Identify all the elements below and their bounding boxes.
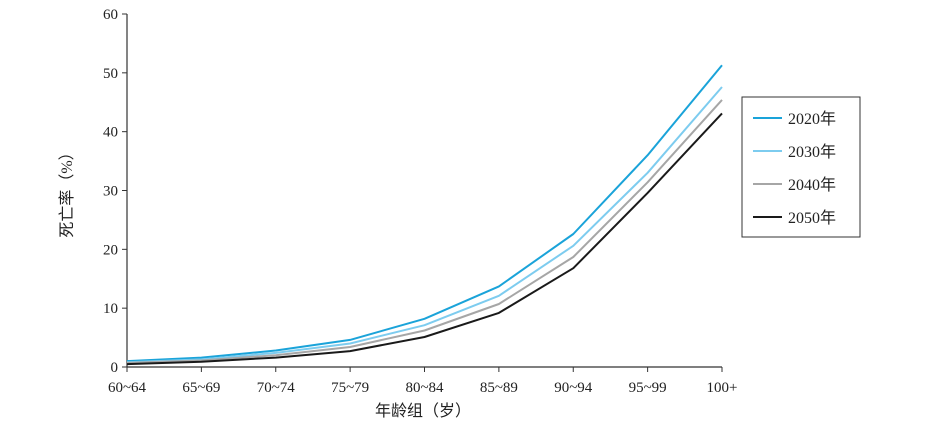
x-tick-label: 65~69 <box>182 380 220 396</box>
x-tick-label: 60~64 <box>108 380 147 396</box>
x-tick-label: 85~89 <box>480 380 518 396</box>
x-tick-label: 90~94 <box>554 380 593 396</box>
y-tick-label: 30 <box>103 184 118 200</box>
series-layer <box>126 64 723 366</box>
y-tick-label: 40 <box>103 125 118 141</box>
series-line-2030年 <box>126 86 723 364</box>
y-axis-label: 死亡率（%） <box>58 144 76 237</box>
series-line-2020年 <box>126 64 723 363</box>
legend-label: 2050年 <box>788 209 836 227</box>
x-tick-label: 95~99 <box>629 380 667 396</box>
y-tick-label: 50 <box>103 66 118 82</box>
legend: 2020年 2030年 2040年 2050年 <box>741 96 861 238</box>
x-tick-label: 70~74 <box>257 380 296 396</box>
axes: 0 10 20 30 40 50 60 60~64 65~69 70~74 75~79 80~84 85… <box>103 7 737 396</box>
legend-label: 2030年 <box>788 143 836 161</box>
x-tick-label: 80~84 <box>405 380 444 396</box>
legend-label: 2040年 <box>788 176 836 194</box>
y-tick-label: 60 <box>103 7 118 23</box>
legend-label: 2020年 <box>788 110 836 128</box>
y-tick-label: 20 <box>103 242 118 258</box>
y-tick-label: 0 <box>111 360 119 376</box>
series-line-2050年 <box>126 112 723 366</box>
x-tick-label: 75~79 <box>331 380 369 396</box>
y-tick-label: 10 <box>103 301 118 317</box>
series-line-2040年 <box>126 99 723 364</box>
x-axis-label: 年龄组（岁） <box>375 402 471 420</box>
legend-box <box>741 96 861 238</box>
x-tick-label: 100+ <box>707 380 738 396</box>
